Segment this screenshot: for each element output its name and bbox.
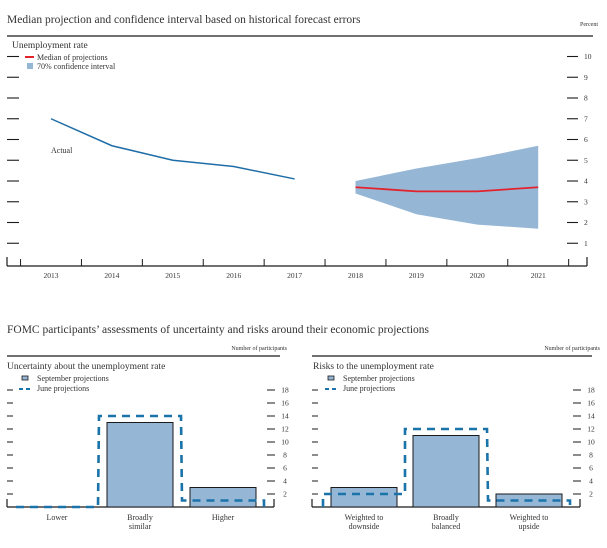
september-legend-swatch [21, 375, 29, 381]
y-tick-label: 10 [587, 438, 595, 447]
y-tick-label: 1 [584, 239, 588, 248]
september-bar [189, 487, 257, 508]
actual-line [50, 118, 295, 180]
confidence-band [355, 145, 539, 229]
chart-title: Median projection and confidence interva… [7, 14, 361, 26]
unit-label: Percent [580, 22, 598, 28]
legend-label-september: September projections [343, 374, 415, 383]
projection-chart: Median projection and confidence interva… [6, 14, 598, 280]
band-legend-swatch [27, 63, 33, 69]
june-outline [16, 414, 266, 509]
september-bar [106, 422, 174, 508]
uncertainty-chart: Number of participants Uncertainty about… [6, 345, 289, 531]
category-label: Broadly [433, 513, 459, 522]
september-legend-swatch [327, 375, 335, 381]
x-tick-label: 2020 [470, 271, 485, 280]
y-tick-label: 18 [587, 386, 595, 395]
actual-annotation: Actual [51, 146, 73, 155]
bars [321, 427, 572, 508]
unit-label: Number of participants [544, 345, 600, 352]
y-tick-label: 8 [589, 451, 593, 460]
y-tick-label: 16 [281, 399, 289, 408]
x-tick-label: 2014 [104, 271, 119, 280]
legend: Median of projections 70% confidence int… [25, 53, 116, 71]
y-tick-label: 2 [584, 218, 588, 227]
september-bar [330, 487, 398, 508]
y-tick-label: 14 [281, 412, 289, 421]
y-tick-label: 4 [584, 177, 588, 186]
category-label: Broadly [127, 513, 153, 522]
category-label: downside [349, 522, 380, 531]
y-tick-label: 5 [584, 156, 588, 165]
y-tick-label: 4 [589, 477, 593, 486]
x-tick-label: 2018 [348, 271, 363, 280]
category-label: upside [519, 522, 540, 531]
legend-label-band: 70% confidence interval [37, 62, 116, 71]
y-tick-label: 10 [584, 52, 592, 61]
x-tick-label: 2021 [531, 271, 546, 280]
median-line [355, 186, 539, 193]
legend-label-median: Median of projections [37, 53, 108, 62]
unit-label: Number of participants [231, 345, 287, 352]
x-tick-label: 2016 [226, 271, 241, 280]
x-tick-label: 2015 [165, 271, 180, 280]
risks-chart: Number of participants Risks to the unem… [311, 345, 601, 531]
y-tick-label: 14 [587, 412, 595, 421]
y-tick-label: 9 [584, 73, 588, 82]
x-axis: 2013 2014 2015 2016 2017 2018 2019 2020 2021 [6, 257, 588, 280]
category-label: balanced [432, 522, 460, 531]
y-axis-ticks: 1 2 3 4 5 6 7 8 9 10 [7, 52, 592, 248]
category-labels: Weighted todownsideBroadlybalancedWeight… [345, 513, 549, 531]
legend-label-september: September projections [37, 374, 109, 383]
y-tick-label: 18 [281, 386, 289, 395]
y-tick-label: 6 [589, 464, 593, 473]
y-tick-label: 10 [281, 438, 289, 447]
category-label: similar [129, 522, 152, 531]
y-tick-label: 4 [283, 477, 287, 486]
y-tick-label: 8 [584, 94, 588, 103]
y-tick-label: 2 [589, 490, 593, 499]
september-bar [412, 435, 480, 508]
y-tick-label: 3 [584, 197, 588, 206]
chart-title: Uncertainty about the unemployment rate [7, 362, 165, 372]
category-label: Higher [212, 513, 235, 522]
legend-label-june: June projections [37, 384, 89, 393]
y-tick-label: 16 [587, 399, 595, 408]
section2-title: FOMC participants’ assessments of uncert… [7, 324, 430, 336]
bars [16, 414, 266, 509]
chart-title: Risks to the unemployment rate [313, 362, 434, 372]
y-tick-label: 2 [283, 490, 287, 499]
x-tick-label: 2017 [287, 271, 302, 280]
category-label: Lower [47, 513, 68, 522]
y-tick-label: 12 [281, 425, 289, 434]
y-tick-label: 8 [283, 451, 287, 460]
category-label: Weighted to [345, 513, 384, 522]
y-tick-label: 6 [283, 464, 287, 473]
y-tick-label: 6 [584, 135, 588, 144]
chart-subtitle: Unemployment rate [12, 41, 88, 51]
y-tick-label: 7 [584, 114, 588, 123]
x-tick-label: 2019 [409, 271, 424, 280]
legend-label-june: June projections [343, 384, 395, 393]
y-tick-label: 12 [587, 425, 595, 434]
x-tick-label: 2013 [44, 271, 59, 280]
category-label: Weighted to [510, 513, 549, 522]
june-outline [321, 427, 572, 507]
